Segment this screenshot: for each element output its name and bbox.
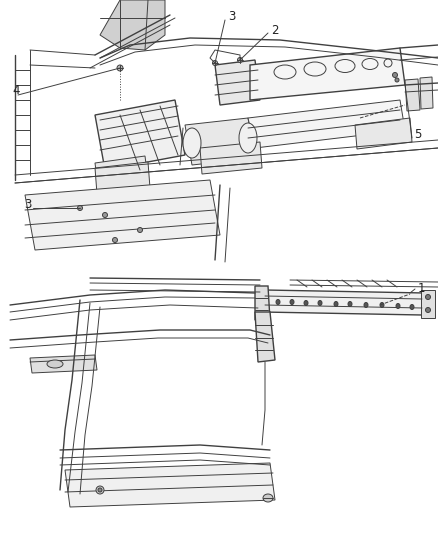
Ellipse shape (78, 206, 82, 211)
Ellipse shape (239, 123, 257, 153)
Text: 4: 4 (12, 85, 20, 98)
Polygon shape (250, 48, 405, 100)
Ellipse shape (47, 360, 63, 368)
Ellipse shape (348, 302, 352, 306)
Ellipse shape (138, 228, 142, 232)
Text: 2: 2 (271, 23, 279, 36)
Text: 3: 3 (228, 11, 235, 23)
Ellipse shape (395, 78, 399, 82)
Ellipse shape (263, 494, 273, 502)
Polygon shape (25, 180, 220, 250)
Ellipse shape (290, 300, 294, 304)
Polygon shape (95, 100, 185, 170)
Polygon shape (95, 162, 150, 194)
Ellipse shape (410, 304, 414, 310)
Polygon shape (185, 118, 255, 165)
Polygon shape (200, 142, 262, 174)
Polygon shape (65, 463, 275, 507)
Ellipse shape (212, 61, 218, 66)
Text: 3: 3 (24, 198, 32, 212)
Ellipse shape (237, 58, 243, 62)
Polygon shape (248, 100, 405, 148)
Ellipse shape (98, 488, 102, 492)
Ellipse shape (380, 303, 384, 308)
Ellipse shape (425, 295, 431, 300)
Ellipse shape (318, 301, 322, 305)
Polygon shape (215, 60, 260, 105)
Ellipse shape (183, 128, 201, 158)
Ellipse shape (276, 300, 280, 304)
Ellipse shape (96, 486, 104, 494)
Polygon shape (95, 156, 148, 187)
Ellipse shape (334, 302, 338, 306)
Ellipse shape (396, 303, 400, 309)
Polygon shape (255, 312, 275, 362)
Polygon shape (355, 118, 412, 149)
Polygon shape (421, 290, 435, 318)
Ellipse shape (392, 72, 398, 77)
Polygon shape (262, 290, 425, 315)
Ellipse shape (364, 303, 368, 308)
Polygon shape (405, 79, 420, 111)
Ellipse shape (102, 213, 107, 217)
Ellipse shape (117, 65, 123, 71)
Ellipse shape (304, 301, 308, 305)
Ellipse shape (425, 308, 431, 312)
Text: 5: 5 (414, 127, 421, 141)
Polygon shape (100, 0, 165, 50)
Bar (0, 265, 438, 275)
Text: 1: 1 (418, 281, 425, 295)
Ellipse shape (113, 238, 117, 243)
Polygon shape (420, 77, 433, 109)
Polygon shape (30, 355, 97, 373)
Polygon shape (255, 286, 270, 320)
